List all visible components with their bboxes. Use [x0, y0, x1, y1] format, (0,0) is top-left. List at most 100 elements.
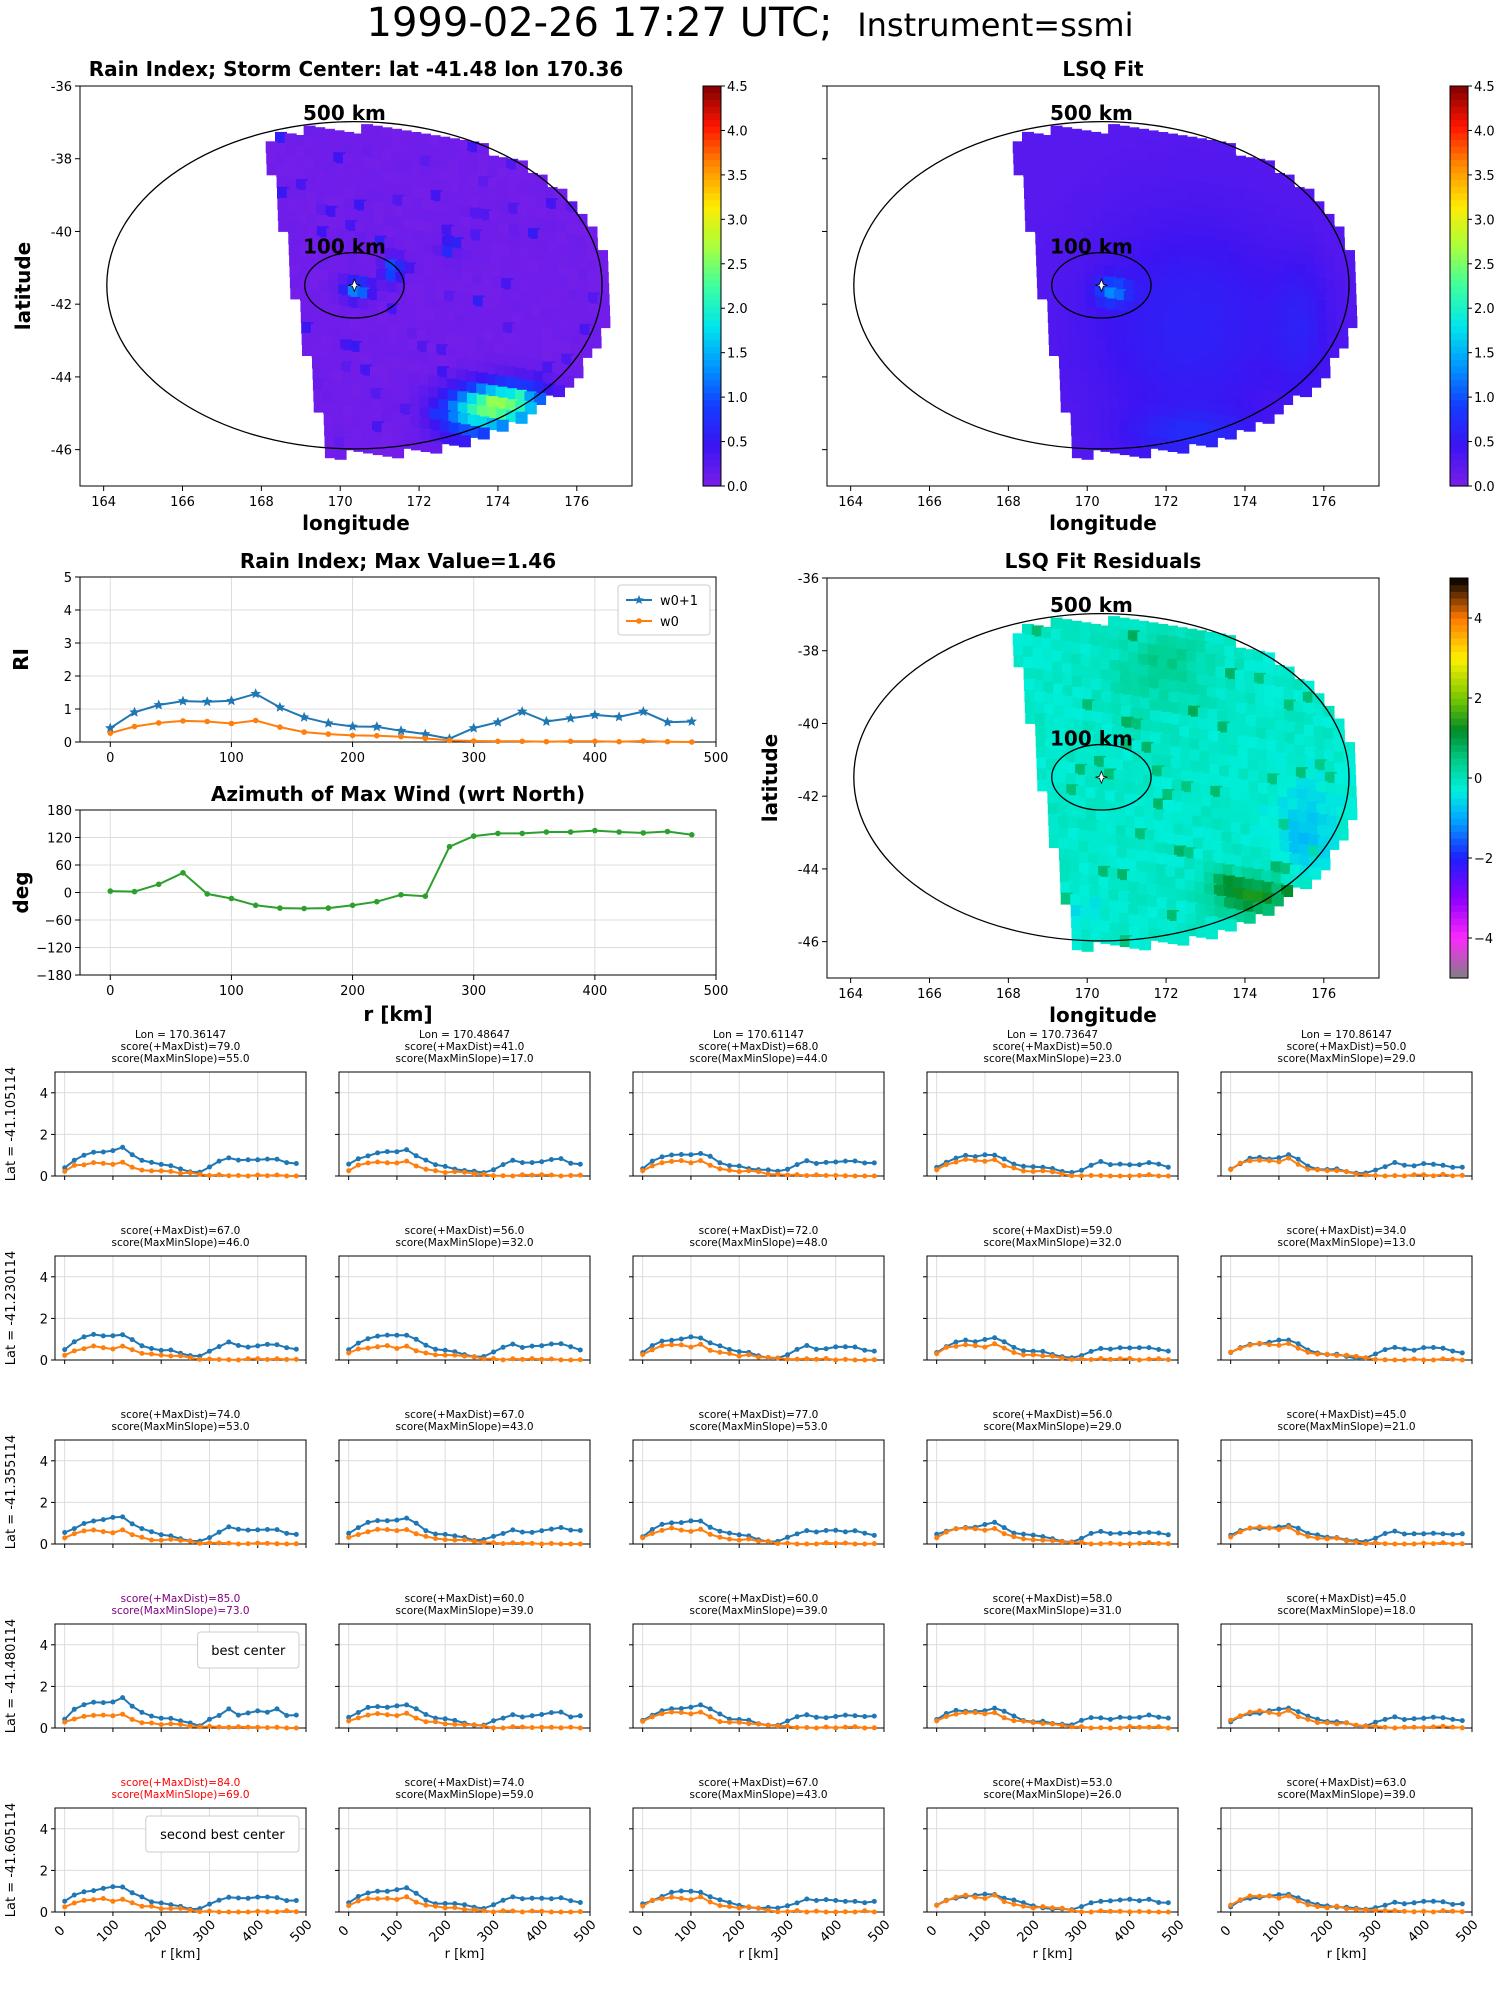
residuals-map-pixel — [1047, 803, 1060, 815]
azimuth-profile-data-point — [616, 829, 622, 835]
residuals-map-pixel — [1073, 708, 1086, 721]
residuals-map-pixel — [1168, 702, 1181, 715]
residuals-map-xlabel: longitude — [1049, 1003, 1157, 1027]
rain-index-map-pixel — [519, 248, 532, 261]
candidate-score-maxminslope: score(MaxMinSlope)=39.0 — [1277, 1789, 1415, 1801]
lsq-fit-map-pixel — [1343, 272, 1356, 285]
lsq-fit-map-pixel — [1044, 223, 1057, 235]
lsq-fit-map-pixel — [1324, 257, 1337, 270]
candidate-data-point — [255, 1343, 261, 1349]
lsq-fit-map-pixel — [1210, 293, 1223, 306]
residuals-map-pixel — [1207, 697, 1219, 710]
lsq-fit-map-pixel — [1105, 320, 1118, 333]
residuals-map-pixel — [1046, 770, 1059, 782]
candidate-data-point — [394, 1528, 400, 1534]
rain-index-map-pixel — [569, 322, 582, 335]
candidate-data-point — [423, 1533, 429, 1539]
candidate-panel: score(+MaxDist)=63.0score(MaxMinSlope)=3… — [1217, 1777, 1482, 1962]
candidate-data-point — [1136, 1898, 1142, 1904]
lsq-fit-map-pixel — [1131, 248, 1144, 261]
residuals-map-pixel — [1303, 702, 1316, 715]
candidate-data-point — [1392, 1899, 1398, 1905]
candidate-xtick-label: 300 — [1063, 1917, 1091, 1945]
rain-index-map-pixel — [423, 243, 435, 256]
lsq-fit-map-pixel — [1146, 130, 1159, 143]
rain-index-map-pixel — [483, 330, 496, 343]
candidate-data-point — [529, 1908, 535, 1914]
lsq-fit-map-pixel — [1250, 344, 1263, 357]
candidate-data-point — [245, 1344, 251, 1350]
rain-index-map-pixel — [491, 276, 504, 289]
lsq-fit-map-pixel — [1186, 169, 1199, 182]
lsq-fit-map-pixel — [1133, 303, 1146, 316]
lsq-fit-map-pixel — [1323, 235, 1336, 248]
lsq-fit-map-pixel — [1074, 260, 1087, 273]
candidate-data-point — [1421, 1172, 1427, 1178]
candidate-data-point — [992, 1157, 998, 1163]
residuals-map-xtick-label: 174 — [1233, 987, 1258, 1002]
residuals-map-pixel — [1293, 690, 1306, 703]
rain-index-map-pixel — [569, 300, 582, 313]
residuals-map-pixel — [1193, 848, 1206, 861]
lsq-fit-colorbar-segment — [1450, 126, 1468, 134]
residuals-colorbar-segment — [1450, 724, 1468, 732]
residuals-colorbar-segment — [1450, 598, 1468, 606]
candidate-data-point — [1392, 1344, 1398, 1350]
rain-index-map-pixel — [524, 402, 537, 415]
residuals-map-pixel — [1086, 809, 1099, 822]
candidate-data-point — [1430, 1530, 1436, 1536]
rain-index-colorbar-segment — [703, 352, 721, 360]
candidate-data-point — [413, 1348, 419, 1354]
candidate-data-point — [423, 1902, 429, 1908]
lsq-fit-map-pixel — [1143, 304, 1156, 317]
lsq-fit-map-pixel — [1161, 264, 1174, 276]
residuals-map-pixel — [1245, 693, 1258, 706]
rain-index-map-pixel — [589, 336, 602, 349]
lsq-fit-map-pixel — [1326, 323, 1339, 336]
residuals-map-pixel — [1064, 740, 1077, 753]
rain-index-map-pixel — [441, 235, 454, 248]
lsq-fit-map-pixel — [1233, 396, 1246, 409]
candidate-data-point — [1079, 1167, 1084, 1173]
lsq-fit-map-pixel — [1118, 147, 1131, 160]
candidate-data-point — [1136, 1909, 1142, 1914]
candidate-data-point — [1353, 1906, 1359, 1912]
candidate-data-point — [1117, 1345, 1123, 1351]
rain-index-map-pixel — [314, 171, 327, 184]
lsq-fit-map-pixel — [1054, 224, 1067, 237]
residuals-map-pixel — [1234, 647, 1246, 660]
residuals-map-pixel — [1047, 792, 1060, 804]
candidate-data-point — [707, 1894, 713, 1900]
candidate-data-point — [1127, 1173, 1133, 1179]
residuals-map-pixel — [1077, 818, 1090, 831]
rain-index-map-pixel — [409, 132, 422, 144]
residuals-map-pixel — [1141, 741, 1154, 754]
lsq-fit-map-pixel — [1056, 279, 1069, 292]
rain-index-map-pixel — [585, 226, 598, 239]
candidate-data-point — [1421, 1161, 1427, 1167]
lsq-fit-colorbar-label: 4.0 — [1474, 124, 1495, 139]
rain-index-map-pixel — [407, 339, 420, 352]
candidate-data-point — [1421, 1898, 1427, 1904]
candidate-data-point — [1127, 1356, 1133, 1361]
rain-index-map-pixel — [520, 270, 532, 283]
candidate-data-point — [510, 1157, 516, 1163]
lsq-fit-colorbar-segment — [1450, 252, 1468, 260]
rain-index-map-pixel — [532, 360, 545, 372]
lsq-fit-map-pixel — [1304, 243, 1317, 256]
residuals-colorbar-segment — [1450, 764, 1468, 772]
lsq-fit-map-pixel — [1100, 177, 1113, 190]
lsq-fit-map-pixel — [1045, 245, 1058, 257]
lsq-fit-map-pixel — [1195, 138, 1207, 151]
lsq-fit-colorbar-segment — [1450, 459, 1468, 467]
candidate-data-point — [1117, 1356, 1123, 1362]
rain-index-map-pixel — [286, 177, 299, 190]
rain-index-map-storm-center-marker — [348, 278, 361, 293]
azimuth-profile-ytick-label: −120 — [36, 942, 72, 957]
residuals-map-pixel — [1148, 677, 1161, 690]
residuals-map-ytick-label: -46 — [798, 936, 819, 951]
lsq-fit-colorbar-segment — [1450, 426, 1468, 434]
rain-index-map-pixel — [396, 304, 409, 317]
residuals-map-pixel — [1086, 798, 1098, 811]
azimuth-profile-data-point — [664, 828, 671, 835]
